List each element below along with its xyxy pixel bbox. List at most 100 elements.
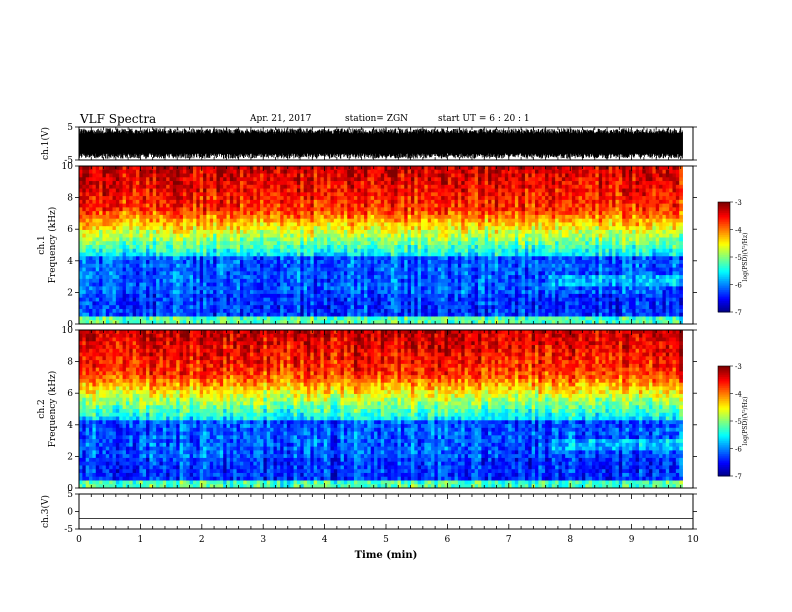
spectrogram-cell — [213, 199, 217, 205]
spectrogram-cell — [146, 233, 150, 238]
spectrogram-cell — [219, 267, 224, 272]
spectrogram-cell — [374, 214, 378, 220]
spectrogram-cell — [236, 312, 241, 317]
spectrogram-cell — [102, 245, 107, 250]
spectrogram-cell — [109, 166, 113, 171]
spectrogram-cell — [243, 286, 248, 291]
spectrogram-cell — [159, 233, 164, 238]
spectrogram-cell — [320, 282, 325, 287]
spectrogram-cell — [447, 301, 452, 306]
spectrogram-cell — [437, 218, 442, 223]
spectrogram-cell — [410, 222, 415, 227]
spectrogram-cell — [85, 214, 90, 220]
spectrogram-cell — [226, 192, 231, 197]
spectrogram-cell — [270, 237, 274, 242]
spectrogram-cell — [82, 252, 87, 257]
spectrogram-cell — [353, 271, 358, 276]
spectrogram-cell — [193, 188, 197, 193]
spectrogram-cell — [263, 166, 268, 171]
spectrogram-cell — [337, 188, 341, 193]
spectrogram-cell — [290, 312, 294, 317]
spectrogram-cell — [139, 271, 144, 276]
spectrogram-cell — [253, 226, 258, 231]
spectrogram-cell — [233, 177, 237, 182]
spectrogram-cell — [266, 237, 271, 242]
spectrogram-cell — [179, 169, 184, 174]
spectrogram-cell — [377, 188, 382, 193]
spectrogram-cell — [370, 316, 375, 321]
spectrogram-cell — [172, 173, 177, 178]
spectrogram-cell — [243, 297, 248, 302]
spectrogram-cell — [199, 184, 204, 189]
spectrogram-cell — [213, 256, 217, 261]
spectrogram-cell — [206, 192, 211, 197]
spectrogram-cell — [370, 297, 375, 302]
spectrogram-cell — [454, 196, 459, 201]
spectrogram-cell — [404, 237, 408, 242]
spectrogram-cell — [193, 271, 197, 276]
spectrogram-cell — [380, 226, 385, 231]
spectrogram-cell — [213, 226, 217, 231]
spectrogram-cell — [239, 226, 244, 231]
spectrogram-cell — [317, 293, 321, 299]
spectrogram-cell — [193, 229, 197, 235]
spectrogram-cell — [142, 192, 147, 197]
spectrogram-cell — [95, 196, 100, 201]
spectrogram-cell — [333, 282, 338, 287]
spectrogram-cell — [280, 207, 284, 212]
spectrogram-cell — [441, 286, 445, 291]
spectrogram-cell — [337, 218, 341, 223]
spectrogram-cell — [404, 233, 408, 238]
spectrogram-cell — [397, 214, 402, 220]
spectrogram-cell — [313, 166, 318, 171]
spectrogram-cell — [427, 233, 432, 238]
spectrogram-cell — [189, 169, 194, 174]
spectrogram-cell — [286, 312, 291, 317]
spectrogram-cell — [99, 252, 103, 257]
spectrogram-cell — [152, 245, 157, 250]
spectrogram-cell — [307, 203, 311, 208]
spectrogram-cell — [300, 260, 305, 265]
spectrogram-cell — [92, 286, 97, 291]
spectrogram-cell — [300, 293, 305, 299]
spectrogram-cell — [330, 173, 335, 178]
spectrogram-cell — [337, 181, 341, 186]
spectrogram-cell — [374, 184, 378, 189]
spectrogram-cell — [142, 275, 147, 280]
spectrogram-cell — [209, 293, 214, 299]
spectrogram-cell — [421, 305, 425, 310]
spectrogram-cell — [122, 229, 127, 235]
spectrogram-cell — [209, 297, 214, 302]
spectrogram-cell — [370, 278, 375, 284]
spectrogram-cell — [374, 256, 378, 261]
spectrogram-cell — [300, 245, 305, 250]
spectrogram-cell — [387, 308, 392, 314]
spectrogram-cell — [397, 166, 402, 171]
spectrogram-cell — [400, 181, 405, 186]
spectrogram-cell — [410, 241, 415, 246]
spectrogram-cell — [196, 184, 201, 189]
spectrogram-cell — [223, 241, 227, 246]
spectrogram-cell — [310, 169, 315, 174]
spectrogram-cell — [273, 278, 278, 284]
spectrogram-cell — [414, 252, 419, 257]
spectrogram-cell — [437, 282, 442, 287]
spectrogram-cell — [219, 184, 224, 189]
spectrogram-cell — [370, 207, 375, 212]
spectrogram-cell — [421, 263, 425, 268]
spectrogram-cell — [397, 275, 402, 280]
spectrogram-cell — [266, 181, 271, 186]
spectrogram-cell — [337, 196, 341, 201]
spectrogram-cell — [457, 301, 462, 306]
spectrogram-cell — [424, 222, 429, 227]
spectrogram-cell — [79, 207, 83, 212]
spectrogram-cell — [270, 169, 274, 174]
spectrogram-cell — [313, 169, 318, 174]
spectrogram-cell — [330, 166, 335, 171]
spectrogram-cell — [193, 267, 197, 272]
spectrogram-cell — [467, 196, 472, 201]
spectrogram-cell — [92, 173, 97, 178]
spectrogram-cell — [156, 196, 160, 201]
spectrogram-cell — [166, 218, 170, 223]
spectrogram-cell — [169, 308, 174, 314]
